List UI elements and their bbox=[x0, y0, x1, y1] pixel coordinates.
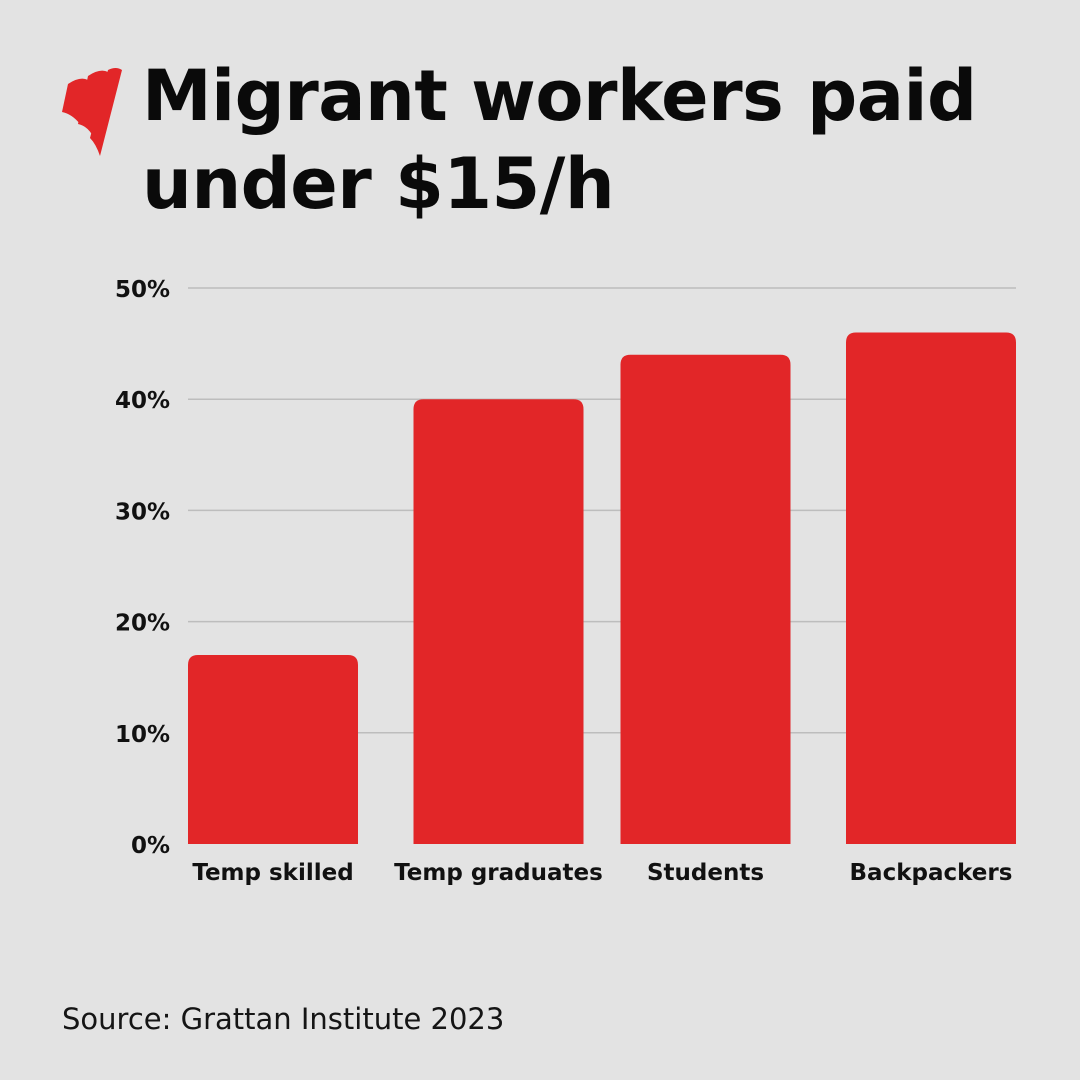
bar-chart: 0% 10% 20% 30% 40% 50% Temp skilled Temp gradua… bbox=[115, 277, 1016, 886]
x-tick-label: Temp skilled bbox=[192, 860, 353, 886]
bar-temp-skilled bbox=[188, 654, 358, 844]
y-tick-label: 50% bbox=[115, 277, 170, 303]
title-line-2: under $15/h bbox=[142, 143, 615, 225]
bar-backpackers bbox=[846, 332, 1016, 844]
x-tick-label: Students bbox=[647, 860, 764, 886]
y-tick-label: 10% bbox=[115, 722, 170, 748]
logo-stripe bbox=[78, 70, 108, 138]
y-tick-label: 0% bbox=[131, 833, 170, 859]
title-line-1: Migrant workers paid bbox=[142, 55, 977, 137]
x-tick-label: Temp graduates bbox=[394, 860, 603, 886]
logo-stripe bbox=[90, 68, 122, 156]
page-title: Migrant workers paid under $15/h bbox=[142, 52, 1042, 228]
bar-students bbox=[620, 354, 791, 844]
y-tick-label: 20% bbox=[115, 611, 170, 637]
sbs-logo-icon bbox=[62, 68, 122, 156]
y-tick-label: 30% bbox=[115, 499, 170, 525]
y-tick-label: 40% bbox=[115, 388, 170, 414]
bar-temp-graduates bbox=[413, 399, 584, 844]
x-tick-label: Backpackers bbox=[850, 860, 1013, 886]
source-note: Source: Grattan Institute 2023 bbox=[62, 1002, 505, 1036]
